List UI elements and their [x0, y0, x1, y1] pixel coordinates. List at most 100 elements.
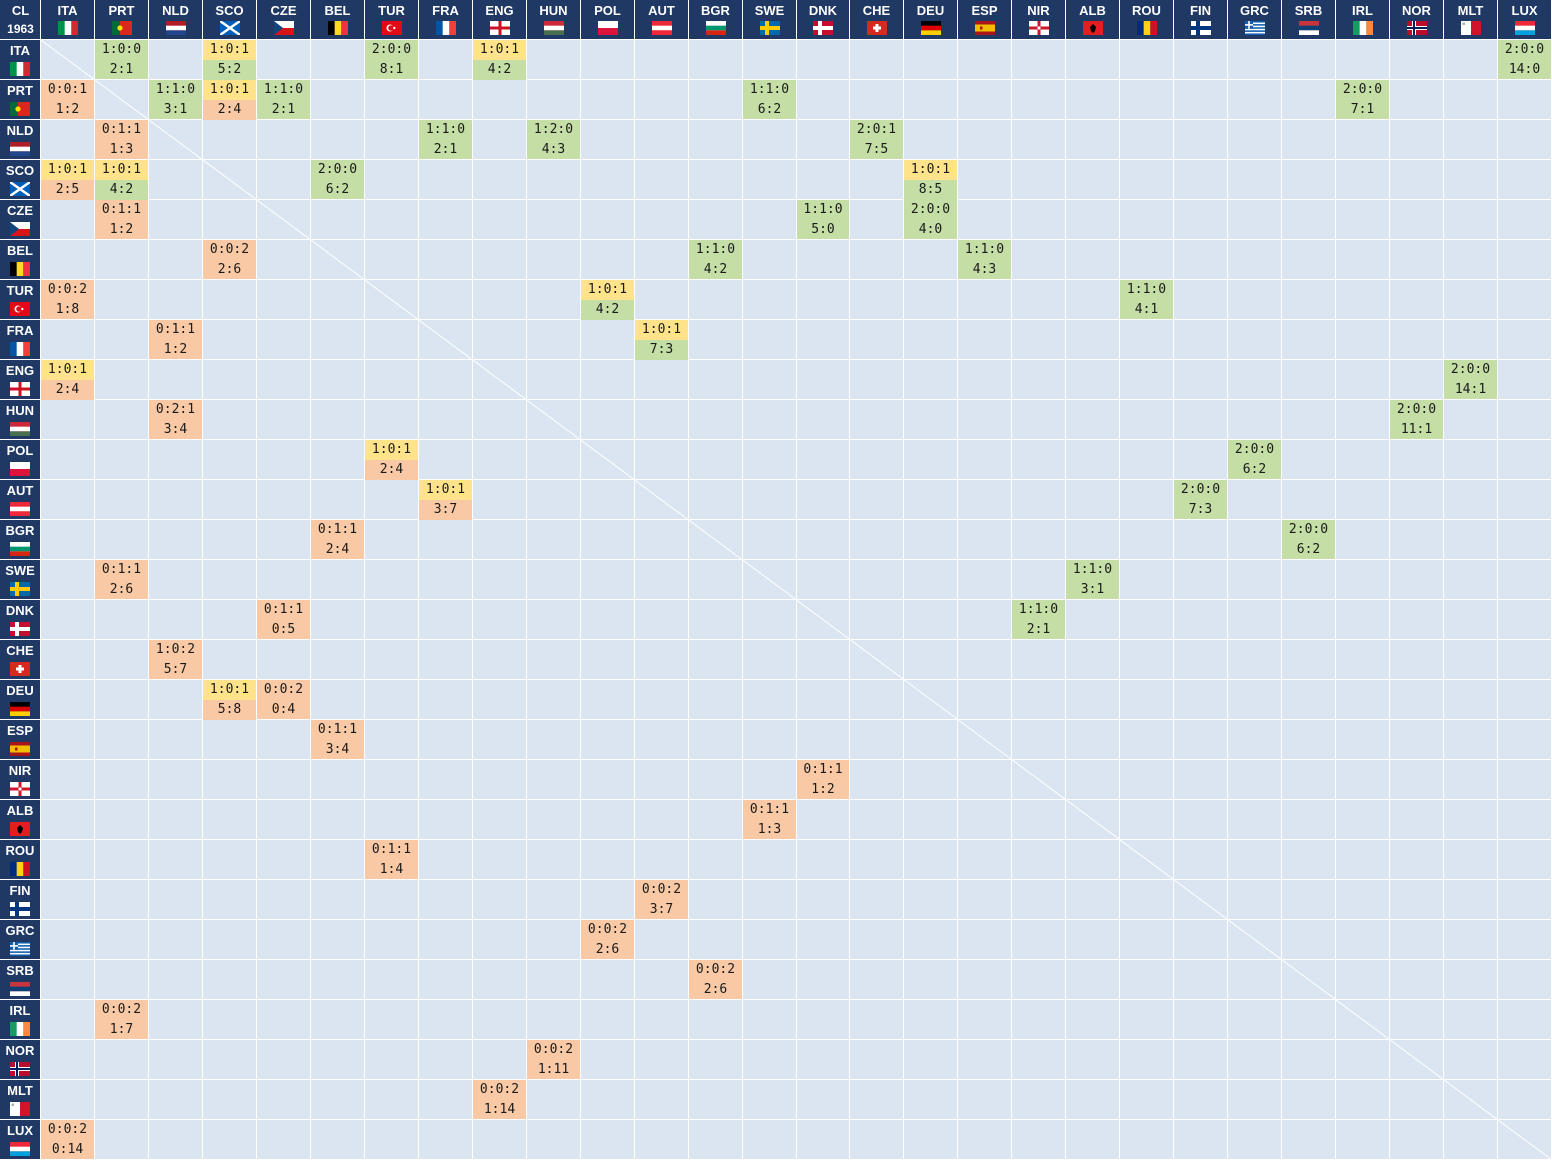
- empty-cell: [1066, 440, 1120, 480]
- empty-cell: [527, 1000, 581, 1040]
- empty-cell: [257, 400, 311, 440]
- empty-cell: [1336, 560, 1390, 600]
- empty-cell: [1444, 80, 1498, 120]
- empty-cell: [1336, 240, 1390, 280]
- flag-alb-icon: [10, 822, 30, 836]
- row-header-bgr: BGR: [0, 520, 41, 560]
- empty-cell: [1282, 160, 1336, 200]
- empty-cell: [689, 1000, 743, 1040]
- empty-cell: [1498, 160, 1552, 200]
- row-header-lux: LUX: [0, 1120, 41, 1160]
- empty-cell: [743, 280, 797, 320]
- empty-cell: [635, 80, 689, 120]
- empty-cell: [1336, 320, 1390, 360]
- empty-cell: [850, 520, 904, 560]
- empty-cell: [257, 800, 311, 840]
- empty-cell: [1444, 760, 1498, 800]
- empty-cell: [365, 400, 419, 440]
- empty-cell: [1228, 1120, 1282, 1160]
- empty-cell: [635, 640, 689, 680]
- empty-cell: [958, 360, 1012, 400]
- empty-cell: [41, 40, 95, 80]
- empty-cell: [1012, 840, 1066, 880]
- empty-cell: [419, 1000, 473, 1040]
- empty-cell: [958, 640, 1012, 680]
- flag-irl-icon: [10, 1022, 30, 1036]
- empty-cell: [958, 440, 1012, 480]
- win-draw-loss-record: 1:0:1: [904, 160, 957, 180]
- column-team-code: FIN: [1190, 3, 1211, 18]
- result-cell-cze-dnk: 1:1:0 5:0: [797, 200, 850, 240]
- win-draw-loss-record: 2:0:0: [1498, 40, 1551, 60]
- empty-cell: [689, 720, 743, 760]
- empty-cell: [41, 440, 95, 480]
- empty-cell: [958, 600, 1012, 640]
- empty-cell: [41, 600, 95, 640]
- win-draw-loss-record: 1:1:0: [689, 240, 742, 260]
- column-header-nld: NLD: [149, 0, 203, 40]
- empty-cell: [958, 160, 1012, 200]
- row-team-code: LUX: [7, 1123, 33, 1138]
- result-cell-ita-tur: 2:0:0 8:1: [365, 40, 419, 80]
- flag-fra-icon: [435, 21, 456, 35]
- goal-aggregate: 2:6: [703, 982, 728, 997]
- empty-cell: [1282, 960, 1336, 1000]
- win-draw-loss-record: 1:1:0: [743, 80, 796, 100]
- empty-cell: [365, 880, 419, 920]
- result-cell-prt-ita: 0:0:1 1:2: [41, 80, 95, 120]
- empty-cell: [1282, 600, 1336, 640]
- empty-cell: [473, 80, 527, 120]
- empty-cell: [473, 560, 527, 600]
- empty-cell: [1066, 400, 1120, 440]
- empty-cell: [149, 360, 203, 400]
- flag-lux-icon: [1514, 21, 1535, 35]
- empty-cell: [311, 280, 365, 320]
- flag-sco-icon: [219, 21, 240, 35]
- flag-aut-icon: [651, 21, 672, 35]
- win-draw-loss-record: 1:1:0: [958, 240, 1011, 260]
- win-draw-loss-record: 1:0:1: [203, 40, 256, 60]
- empty-cell: [1336, 160, 1390, 200]
- empty-cell: [1282, 80, 1336, 120]
- empty-cell: [257, 280, 311, 320]
- empty-cell: [149, 1080, 203, 1120]
- empty-cell: [1066, 160, 1120, 200]
- empty-cell: [473, 760, 527, 800]
- empty-cell: [419, 1040, 473, 1080]
- win-draw-loss-record: 0:0:2: [527, 1040, 580, 1060]
- empty-cell: [689, 360, 743, 400]
- empty-cell: [203, 1040, 257, 1080]
- empty-cell: [904, 120, 958, 160]
- empty-cell: [743, 520, 797, 560]
- win-draw-loss-record: 1:1:0: [1120, 280, 1173, 300]
- empty-cell: [689, 320, 743, 360]
- empty-cell: [1498, 440, 1552, 480]
- win-draw-loss-record: 1:0:1: [95, 160, 148, 180]
- empty-cell: [1012, 1120, 1066, 1160]
- empty-cell: [95, 440, 149, 480]
- flag-rou-icon: [1136, 21, 1157, 35]
- empty-cell: [1336, 600, 1390, 640]
- empty-cell: [1498, 1120, 1552, 1160]
- goal-aggregate: 6:2: [1242, 462, 1267, 477]
- empty-cell: [1174, 680, 1228, 720]
- empty-cell: [689, 400, 743, 440]
- empty-cell: [1228, 280, 1282, 320]
- empty-cell: [311, 1040, 365, 1080]
- row-header-swe: SWE: [0, 560, 41, 600]
- empty-cell: [1012, 320, 1066, 360]
- column-header-cze: CZE: [257, 0, 311, 40]
- empty-cell: [149, 1120, 203, 1160]
- empty-cell: [850, 40, 904, 80]
- empty-cell: [257, 640, 311, 680]
- empty-cell: [1336, 440, 1390, 480]
- empty-cell: [419, 80, 473, 120]
- empty-cell: [41, 1080, 95, 1120]
- flag-fra-icon: [10, 342, 30, 356]
- empty-cell: [689, 440, 743, 480]
- empty-cell: [419, 640, 473, 680]
- empty-cell: [149, 920, 203, 960]
- empty-cell: [257, 720, 311, 760]
- empty-cell: [850, 760, 904, 800]
- empty-cell: [419, 600, 473, 640]
